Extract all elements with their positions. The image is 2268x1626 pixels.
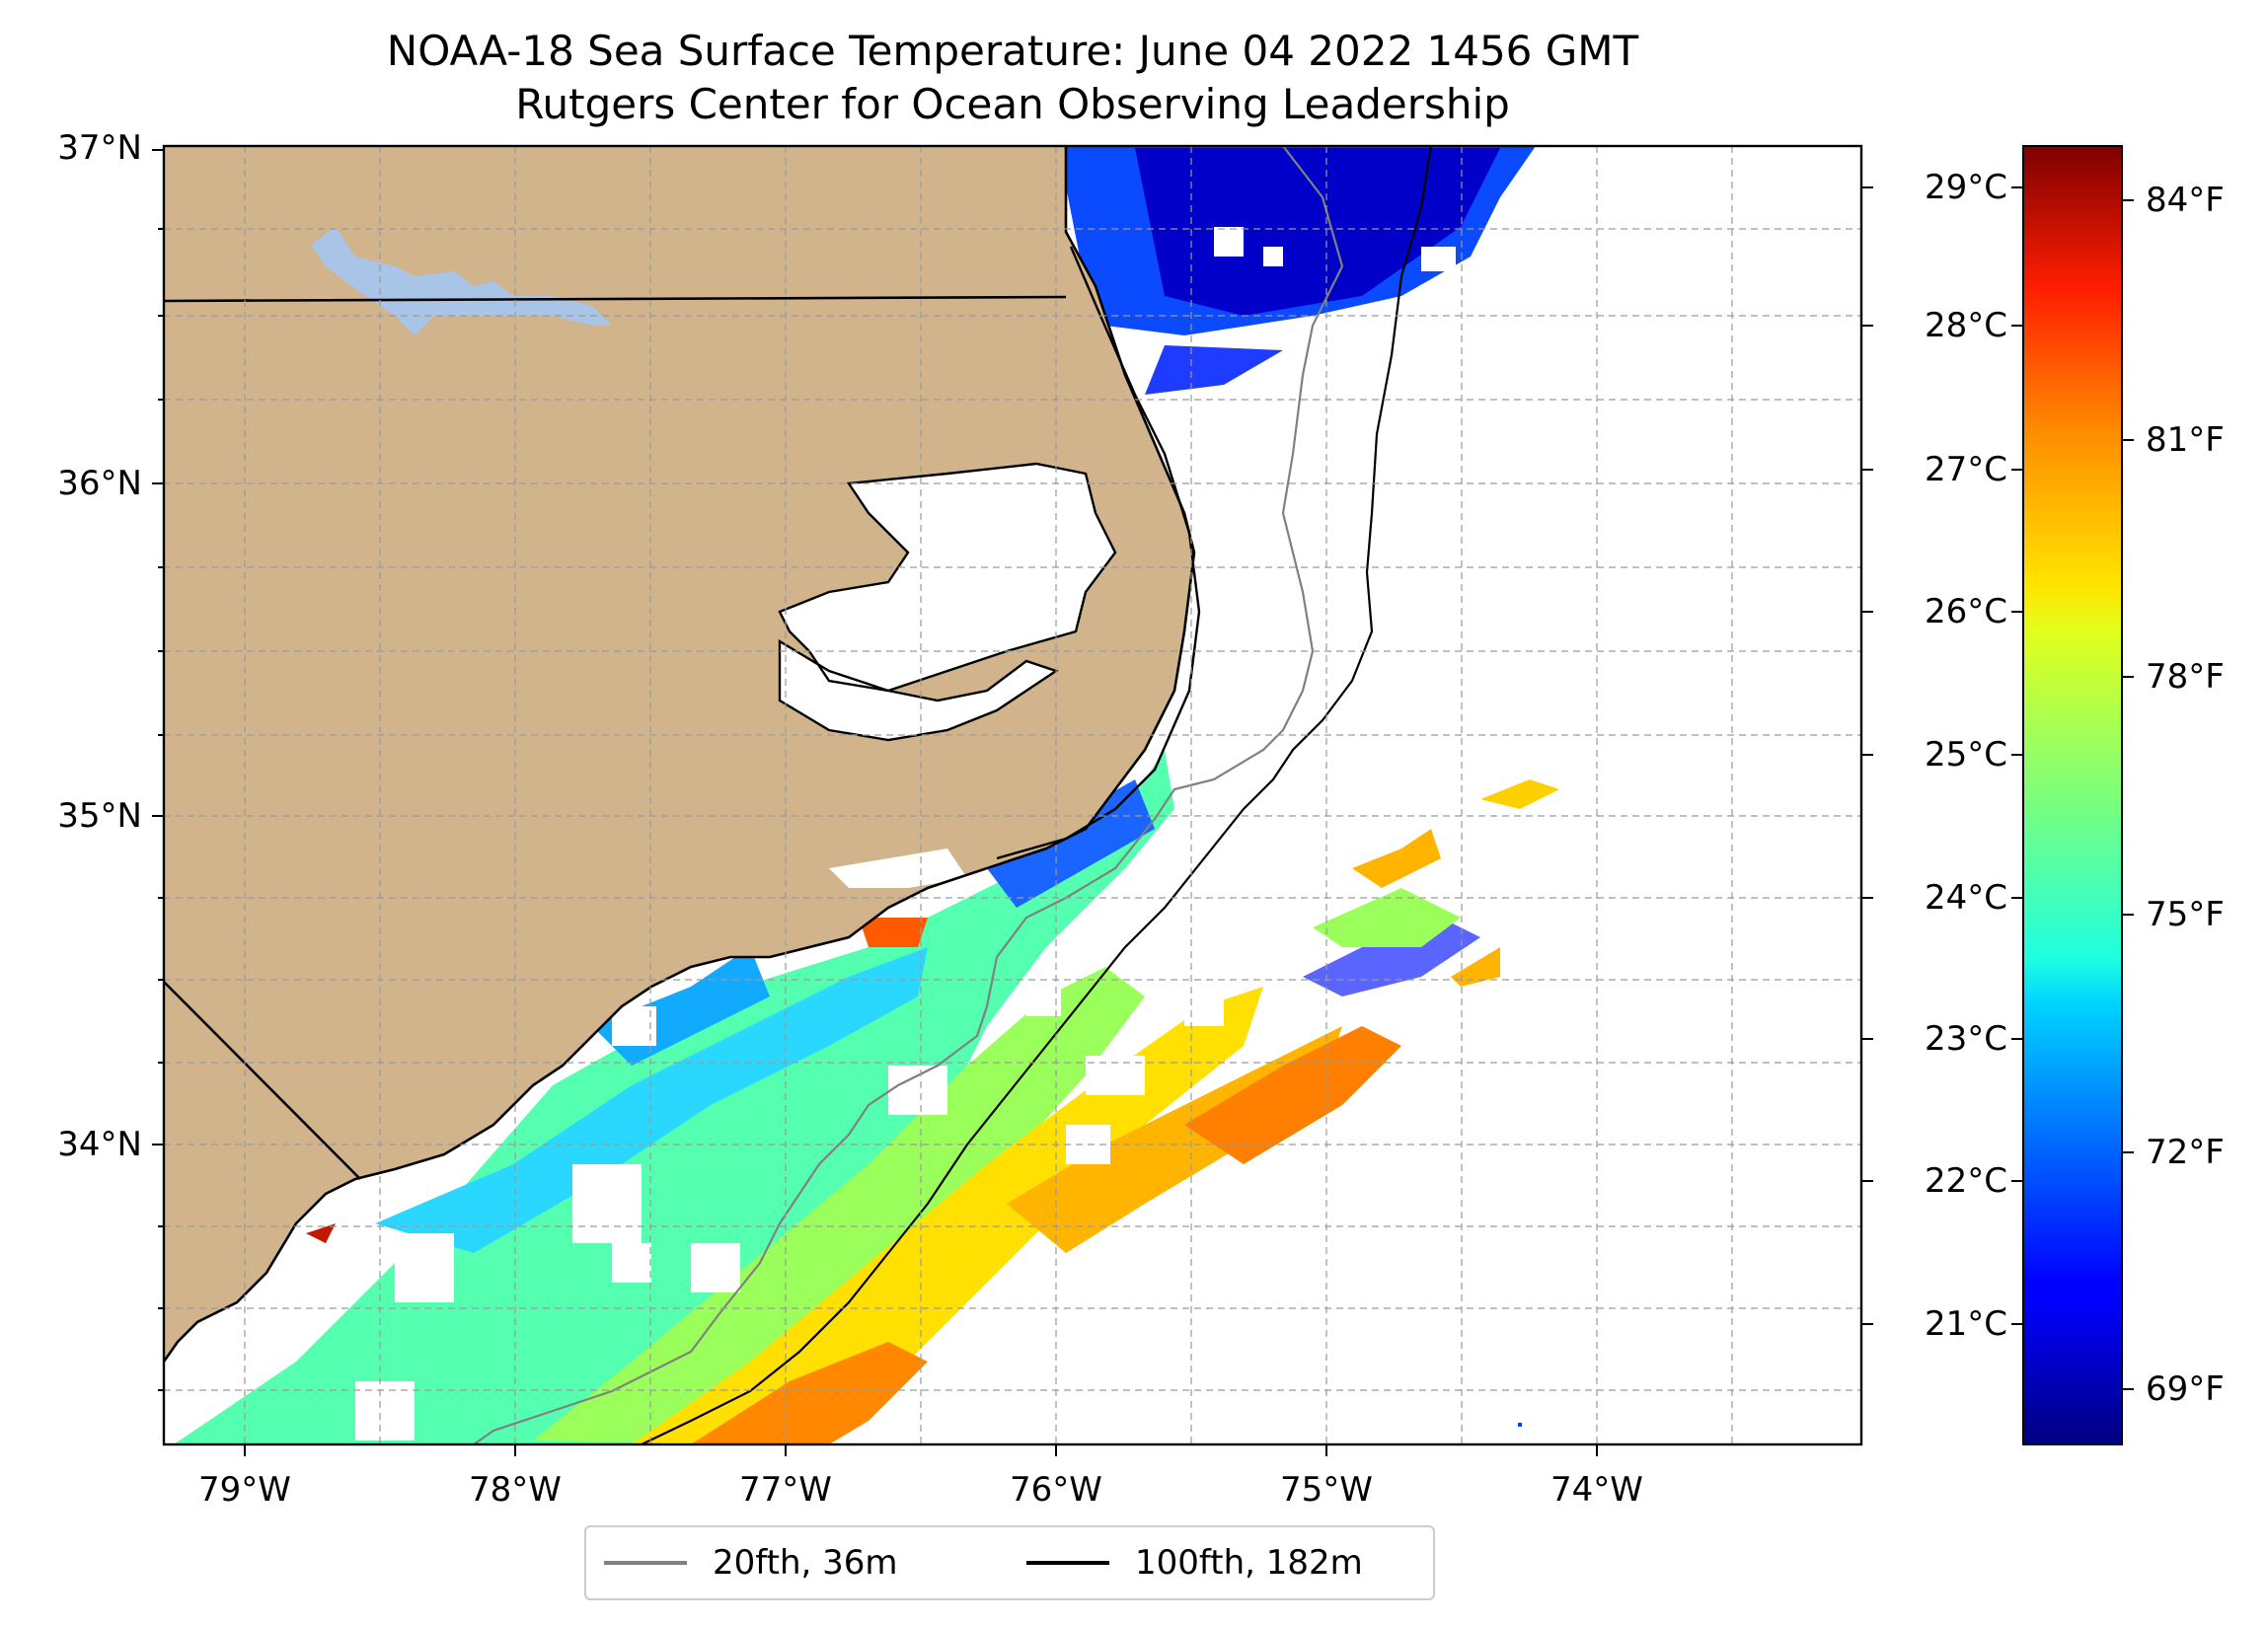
map-frame [162, 144, 1863, 1446]
colorbar-c-21: 21°C [1924, 1304, 2007, 1344]
legend-label-100fth: 100fth, 182m [1135, 1543, 1363, 1583]
lat-label-36: 36°N [57, 464, 142, 503]
land-mass [164, 146, 1194, 1362]
colorbar-f-69: 69°F [2146, 1369, 2225, 1409]
legend-label-20fth: 20fth, 36m [713, 1543, 898, 1583]
colorbar-c-29: 29°C [1924, 168, 2007, 207]
map-subtitle: Rutgers Center for Ocean Observing Leade… [515, 80, 1510, 128]
colorbar-c-25: 25°C [1924, 735, 2007, 775]
colorbar-c-27: 27°C [1924, 450, 2007, 489]
map-title: NOAA-18 Sea Surface Temperature: June 04… [386, 27, 1639, 75]
lon-label-77: 77°W [739, 1470, 832, 1510]
lon-label-76: 76°W [1010, 1470, 1102, 1510]
isobath-100fth [641, 146, 1433, 1444]
legend-item-100fth: 100fth, 182m [1026, 1527, 1363, 1598]
colorbar-c-22: 22°C [1924, 1161, 2007, 1201]
colorbar-c-23: 23°C [1924, 1019, 2007, 1059]
lake-kerr [311, 227, 612, 335]
gridlines [164, 146, 1861, 1444]
lon-label-78: 78°W [469, 1470, 562, 1510]
lon-label-79: 79°W [198, 1470, 291, 1510]
lon-label-74: 74°W [1550, 1470, 1643, 1510]
colorbar-c-26: 26°C [1924, 592, 2007, 631]
colorbar-c-24: 24°C [1924, 878, 2007, 918]
lat-label-34: 34°N [57, 1125, 142, 1164]
colorbar-ticks [2011, 186, 2134, 1390]
sounds [780, 464, 1115, 888]
state-border-va-nc [164, 295, 1067, 303]
lat-label-35: 35°N [57, 796, 142, 836]
legend-item-20fth: 20fth, 36m [604, 1527, 898, 1598]
lat-label-37: 37°N [57, 128, 142, 168]
colorbar-f-84: 84°F [2146, 181, 2225, 220]
legend: 20fth, 36m 100fth, 182m [584, 1525, 1435, 1600]
sst-field [174, 146, 1559, 1444]
state-border-nc-sc [164, 981, 361, 1180]
colorbar-f-78: 78°F [2146, 657, 2225, 697]
colorbar-f-75: 75°F [2146, 895, 2225, 934]
colorbar-c-28: 28°C [1924, 306, 2007, 345]
coastline [164, 146, 1196, 1363]
data-gaps [355, 227, 1456, 1441]
isobath-20fth [473, 146, 1344, 1444]
colorbar-f-81: 81°F [2146, 420, 2225, 460]
colorbar [2022, 145, 2123, 1445]
legend-swatch-20fth [604, 1561, 687, 1565]
lon-label-75: 75°W [1280, 1470, 1373, 1510]
legend-swatch-100fth [1026, 1561, 1109, 1565]
axis-ticks [152, 149, 1873, 1456]
colorbar-f-72: 72°F [2146, 1133, 2225, 1172]
